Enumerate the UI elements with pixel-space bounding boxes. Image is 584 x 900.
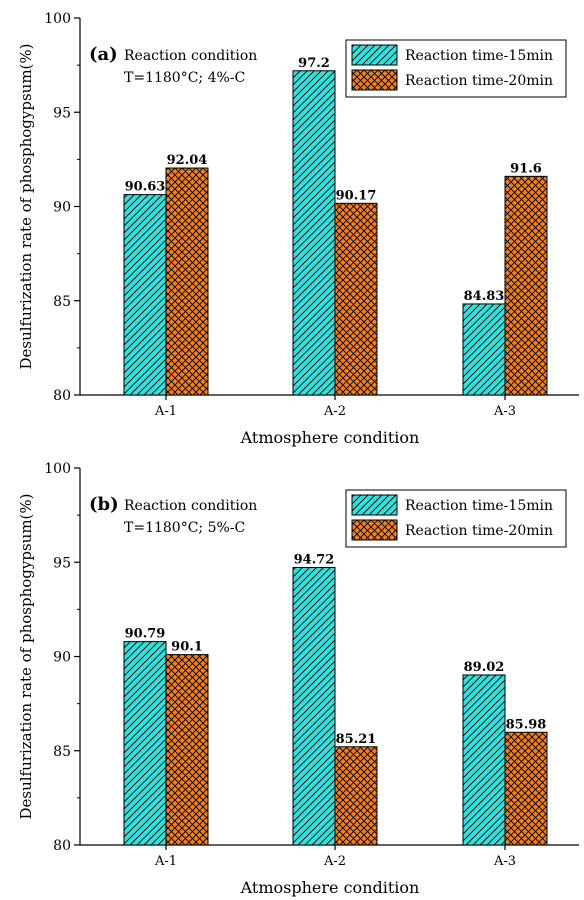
y-tick-label: 80: [53, 838, 71, 854]
bar-20min: [334, 202, 378, 396]
legend-swatch: [351, 69, 398, 91]
x-axis-label: Atmosphere condition: [240, 428, 420, 447]
bar-value-label: 90.17: [336, 188, 377, 203]
bar-value-label: 89.02: [464, 660, 505, 675]
bar-15min: [292, 70, 336, 396]
y-tick-label: 95: [53, 105, 71, 121]
bar-15min: [123, 641, 167, 846]
y-tick-label: 95: [53, 555, 71, 571]
x-tick-label: A-3: [493, 854, 516, 869]
y-tick-label: 90: [53, 200, 71, 216]
legend-label: Reaction time-15min: [405, 48, 553, 64]
bar-value-label: 85.21: [336, 732, 377, 747]
y-tick-label: 100: [44, 11, 71, 27]
bar-15min: [462, 303, 506, 396]
y-tick-label: 85: [53, 294, 71, 310]
x-tick-label: A-1: [154, 404, 177, 419]
bar-value-label: 94.72: [294, 553, 335, 568]
y-tick-label: 80: [53, 388, 71, 404]
legend: Reaction time-15min Reaction time-20min: [345, 489, 567, 548]
annotation-text: Reaction condition: [124, 48, 257, 64]
bar-20min: [504, 731, 548, 846]
y-axis-label: Desulfurization rate of phosphogypsum(%): [17, 493, 35, 819]
chart-svg: 80 85 90 95 100 A-1 A-2 A-3 Atmosphere condition…: [17, 11, 579, 447]
bar-value-label: 90.79: [125, 627, 166, 642]
legend-swatch: [351, 44, 398, 66]
bar-value-label: 84.83: [464, 289, 505, 304]
panel-label: (b): [89, 494, 119, 515]
bar-15min: [123, 194, 167, 396]
chart-panel-a: 80 85 90 95 100 A-1 A-2 A-3 Atmosphere condition…: [17, 11, 579, 447]
panel-label: (a): [89, 44, 118, 65]
legend-label: Reaction time-20min: [405, 73, 553, 89]
legend-label: Reaction time-20min: [405, 523, 553, 539]
legend-swatch: [351, 519, 398, 541]
y-tick-label: 90: [53, 650, 71, 666]
legend-label: Reaction time-15min: [405, 498, 553, 514]
bar-value-label: 91.6: [510, 161, 542, 176]
bar-15min: [462, 674, 506, 846]
bar-20min: [334, 746, 378, 846]
bar-value-label: 90.1: [171, 640, 203, 655]
chart-svg: 80 85 90 95 100 A-1 A-2 A-3 Atmosphere condition…: [17, 461, 579, 897]
y-tick-label: 100: [44, 461, 71, 477]
bar-20min: [504, 175, 548, 396]
annotation-text: T=1180°C; 5%-C: [124, 520, 245, 536]
x-tick-label: A-1: [154, 854, 177, 869]
legend: Reaction time-15min Reaction time-20min: [345, 39, 567, 98]
bar-15min: [292, 567, 336, 846]
y-axis-label: Desulfurization rate of phosphogypsum(%): [17, 43, 35, 369]
x-tick-label: A-2: [323, 854, 346, 869]
bar-value-label: 97.2: [298, 56, 330, 71]
bar-20min: [165, 167, 209, 396]
chart-panel-b: 80 85 90 95 100 A-1 A-2 A-3 Atmosphere condition…: [0, 450, 584, 900]
y-tick-label: 85: [53, 744, 71, 760]
x-tick-label: A-2: [323, 404, 346, 419]
x-tick-label: A-3: [493, 404, 516, 419]
bar-value-label: 85.98: [506, 717, 547, 732]
bar-20min: [165, 654, 209, 846]
bar-value-label: 90.63: [125, 180, 166, 195]
bar-value-label: 92.04: [167, 153, 208, 168]
x-axis-label: Atmosphere condition: [240, 878, 420, 897]
annotation-text: T=1180°C; 4%-C: [124, 70, 245, 86]
legend-swatch: [351, 494, 398, 516]
annotation-text: Reaction condition: [124, 498, 257, 514]
